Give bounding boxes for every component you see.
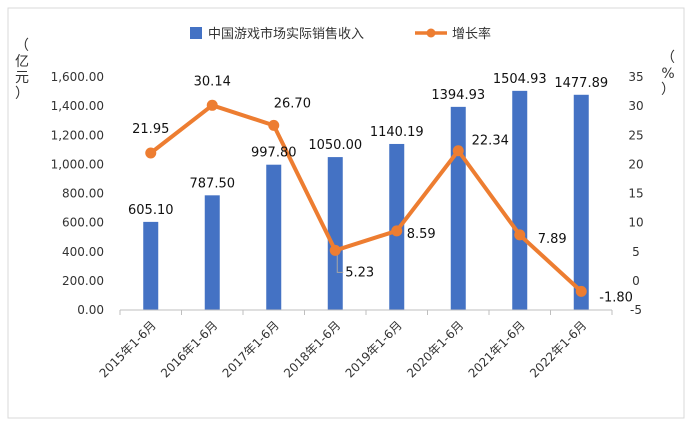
bar: [204, 195, 220, 310]
y-left-tick-label: 1,000.00: [51, 157, 104, 171]
y-right-tick-label: 5: [632, 245, 640, 259]
x-ticks: [119, 310, 613, 315]
bar-value-label: 1140.19: [370, 125, 424, 140]
bar: [512, 90, 528, 310]
y-left-tick-label: 1,200.00: [51, 128, 104, 142]
legend: 中国游戏市场实际销售收入 增长率: [190, 26, 491, 42]
y-right-tick-label: 0: [632, 274, 640, 288]
growth-value-label: 7.89: [538, 232, 567, 247]
y-right-title-char: （: [661, 50, 675, 66]
bar: [143, 221, 159, 310]
growth-point: [329, 244, 341, 256]
bar-value-label: 1394.93: [431, 88, 485, 103]
y-left-tick-label: 1,400.00: [51, 99, 104, 113]
bar: [573, 94, 589, 310]
growth-point: [268, 119, 280, 131]
leader-line: [336, 255, 344, 273]
growth-value-label: 30.14: [194, 74, 231, 89]
growth-value-label: 5.23: [345, 265, 374, 280]
y-left-tick-label: 0.00: [77, 303, 104, 317]
bar-value-label: 1504.93: [493, 72, 547, 87]
y-right-tick-label: 15: [628, 187, 643, 201]
growth-point: [452, 145, 464, 157]
growth-point: [575, 285, 587, 297]
bar: [450, 106, 466, 311]
growth-value-label: -1.80: [599, 290, 633, 305]
y-right-title-char: ）: [661, 82, 675, 98]
y-right-tick-label: 25: [628, 128, 643, 142]
y-left-tick-label: 600.00: [62, 216, 104, 230]
y-left-title-char: 亿: [15, 54, 29, 70]
y-left-title-char: ）: [15, 86, 29, 102]
bar-value-label: 787.50: [190, 176, 236, 191]
line-series: [145, 99, 587, 297]
chart-border: [7, 7, 685, 419]
bar: [327, 157, 343, 310]
leader-lines: [336, 255, 344, 273]
growth-point: [206, 99, 218, 111]
y-left-title-char: 元: [15, 70, 29, 86]
bar: [266, 164, 282, 310]
bar-value-label: 1477.89: [554, 76, 608, 91]
growth-point: [391, 225, 403, 237]
y-left-axis-title: （ 亿 元 ）: [15, 38, 29, 102]
y-left-tick-label: 400.00: [62, 245, 104, 259]
y-right-ticks: -5 0 5 10 15 20 25 30 35: [628, 70, 643, 317]
legend-label-line: 增长率: [452, 26, 491, 42]
y-right-axis-title: （ % ）: [661, 50, 675, 98]
y-left-title-char: （: [15, 38, 29, 54]
growth-point: [514, 229, 526, 241]
growth-point: [145, 147, 157, 159]
growth-value-label: 8.59: [407, 227, 436, 242]
growth-line: [149, 103, 583, 293]
y-right-tick-label: 30: [628, 99, 643, 113]
y-right-tick-label: -5: [630, 303, 642, 317]
y-right-tick-label: 35: [628, 70, 643, 84]
bar-value-label: 997.80: [251, 146, 297, 161]
legend-swatch-bar: [190, 27, 202, 39]
growth-value-label: 21.95: [132, 122, 169, 137]
legend-swatch-marker: [426, 28, 436, 38]
y-right-tick-label: 20: [628, 157, 643, 171]
growth-value-label: 26.70: [274, 96, 311, 111]
y-left-tick-label: 800.00: [62, 187, 104, 201]
bar-value-label: 605.10: [128, 203, 174, 218]
y-left-tick-label: 200.00: [62, 274, 104, 288]
legend-label-bar: 中国游戏市场实际销售收入: [208, 26, 364, 42]
bar-labels: 605.10 787.50 997.80 1050.00 1140.19 1394.93 1…: [128, 72, 608, 218]
line-labels: 21.95 30.14 26.70 5.23 8.59 22.34 7.89 -1.80: [132, 74, 633, 305]
growth-value-label: 22.34: [472, 134, 509, 149]
bar-value-label: 1050.00: [308, 138, 362, 153]
y-left-tick-label: 1,600.00: [51, 70, 104, 84]
y-right-tick-label: 10: [628, 216, 643, 230]
y-right-title-char: %: [661, 66, 674, 82]
y-left-ticks: 0.00 200.00 400.00 600.00 800.00 1,000.00 1,20…: [51, 70, 104, 317]
